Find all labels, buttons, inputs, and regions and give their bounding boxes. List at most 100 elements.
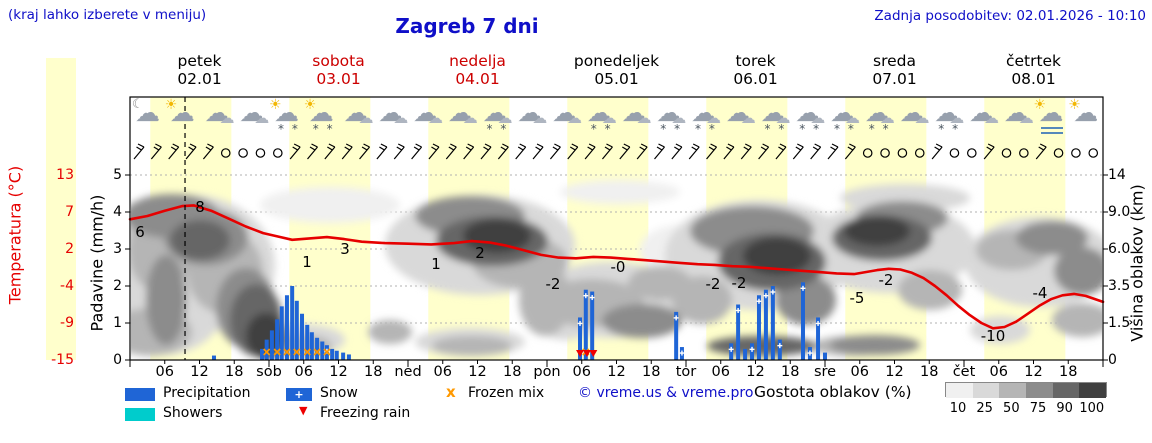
- page-title: Zagreb 7 dni: [395, 14, 539, 38]
- sun-icon: ☀: [1068, 97, 1081, 113]
- cloud-icon: ☁: [810, 109, 826, 127]
- cloud-icon: ☁: [1003, 98, 1029, 127]
- snow-swatch: +: [286, 388, 312, 401]
- density-segment-50: [999, 383, 1026, 398]
- wind-barb-icon: [393, 143, 405, 160]
- cloud-icon: ☁: [830, 98, 855, 127]
- frozen-mix-icon: [323, 348, 331, 356]
- wind-calm-icon: [1071, 148, 1081, 158]
- day-name: torek: [735, 52, 776, 70]
- location-hint: (kraj lahko izberete v meniju): [8, 7, 207, 23]
- cloud-icon: ☁: [552, 98, 577, 127]
- wind-barb-icon: [792, 143, 804, 160]
- cloud-icon: ☁ ☁: [512, 99, 548, 141]
- snowflake-marks: * *: [834, 122, 856, 136]
- cloud-icon: ☁: [308, 98, 334, 127]
- snowflake-marks: * *: [799, 122, 822, 136]
- cloud-snow-icon: ☁ ☁ * *: [790, 99, 826, 141]
- precipitation-bar: [309, 332, 314, 360]
- cloud-icon: ☁: [740, 109, 756, 127]
- time-tick-label: 06: [711, 364, 730, 380]
- temperature-value-label: 1: [302, 253, 312, 271]
- day-date: 02.01: [177, 70, 222, 88]
- cloud-icon: ☁ ☁: [408, 99, 444, 141]
- snow-bar: [823, 352, 827, 360]
- snow-bar: [583, 289, 588, 360]
- precip-tick-label: 2: [113, 278, 122, 294]
- wind-barb-icon: [150, 143, 162, 160]
- wind-barb-icon: [359, 143, 371, 160]
- density-tick-label: 100: [1079, 401, 1105, 416]
- cloud-snow-icon: ☁ ☁ * *: [860, 99, 896, 141]
- cloud-icon: ☁: [949, 109, 965, 127]
- time-tick-label: 06: [433, 364, 452, 380]
- cloud-icon: ☁: [219, 109, 235, 127]
- precip-tick-label: 3: [113, 241, 122, 257]
- wind-barb-icon: [428, 143, 440, 160]
- wind-barb-icon: [515, 143, 527, 160]
- height-tick-label: 9.0: [1108, 204, 1131, 220]
- snow-bar: [763, 289, 768, 360]
- copyright-link[interactable]: © vreme.us & vreme.pro: [578, 385, 754, 401]
- density-segment-90: [1052, 383, 1080, 398]
- density-tick-label: 50: [1003, 401, 1020, 416]
- wind-barb-icon: [376, 143, 388, 160]
- time-tick-label: 12: [190, 364, 209, 380]
- weather-icons-row: ☾ ☁ ☀ ☁ ☁ ☁ ☁ ☁ ☀ ☁ * * ☀ ☁ * * ☁ ☁ ☁ ☁ ☁ ☁ ☁ ☁ ☁ ☁ * * ☁ ☁ ☁ ☁ ☁ ☁ * *…: [130, 97, 1103, 141]
- wind-barb-icon: [567, 143, 579, 160]
- snowflake-marks: * *: [868, 122, 891, 136]
- density-tick-label: 10: [949, 401, 967, 416]
- day-date: 07.01: [872, 70, 917, 88]
- temperature-value-label: -10: [981, 327, 1006, 345]
- wind-barb-icon: [324, 143, 336, 160]
- snow-bar: [346, 354, 351, 360]
- time-tick-label: 18: [781, 364, 800, 380]
- temp-tick-label: 2: [65, 241, 74, 257]
- cloud-icon: ☁: [239, 98, 265, 127]
- wind-barb-icon: [463, 143, 475, 160]
- cloud-snow-icon: ☁ ☁ * *: [686, 99, 722, 141]
- temp-tick-label: 13: [56, 167, 74, 183]
- precip-tick-label: 4: [113, 204, 122, 220]
- day-date: 04.01: [455, 70, 500, 88]
- time-tick-label: 18: [364, 364, 383, 380]
- day-name: četrtek: [1005, 52, 1062, 70]
- wind-barb-icon: [654, 143, 665, 160]
- frozen-mix-icon: [303, 348, 311, 356]
- precipitation-bar: [211, 355, 216, 360]
- snow-bar: [736, 304, 741, 360]
- snowflake-marks: * *: [764, 122, 787, 136]
- temperature-value-label: 8: [195, 198, 205, 216]
- wind-calm-icon: [897, 148, 908, 158]
- precipitation-bar: [275, 319, 280, 360]
- wind-calm-icon: [1001, 148, 1012, 158]
- snow-bar: [590, 291, 595, 360]
- wind-barb-icon: [445, 143, 457, 160]
- cloud-snow-icon: ☁ ☁ * *: [825, 99, 861, 141]
- day-name: petek: [177, 52, 222, 70]
- cloud-icon: ☁: [393, 109, 409, 127]
- cloud-icon: ☁ ☁: [200, 99, 236, 141]
- precip-tick-label: 1: [113, 315, 122, 331]
- precipitation-bar: [269, 330, 274, 360]
- time-tick-label: sre: [813, 364, 837, 380]
- precipitation-bar: [279, 306, 284, 360]
- wind-barb-icon: [289, 143, 301, 160]
- height-tick-label: 0: [1108, 352, 1117, 368]
- legend-frozen-mix-label: Frozen mix: [468, 385, 545, 401]
- wind-calm-icon: [255, 148, 266, 158]
- wind-barb-icon: [185, 143, 197, 160]
- cloud-icon: ☁: [567, 109, 582, 127]
- time-tick-label: ned: [394, 364, 422, 380]
- cloud-icon: ☁: [428, 109, 443, 127]
- cloud-icon: ☁: [378, 98, 404, 127]
- temperature-value-label: 1: [431, 255, 441, 273]
- time-tick-label: 12: [746, 364, 765, 380]
- frozen-mix-icon: [263, 348, 271, 356]
- wind-barb-icon: [341, 143, 353, 160]
- cloud-icon: ☁: [691, 98, 716, 127]
- wind-barb-icon: [532, 143, 544, 160]
- cloud-icon: ☁: [358, 109, 374, 127]
- cloud-icon: ☁: [969, 98, 994, 127]
